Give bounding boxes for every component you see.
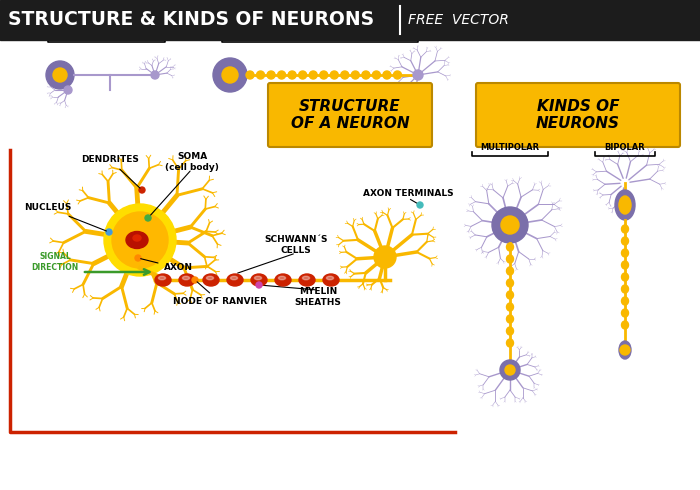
Ellipse shape: [622, 285, 629, 293]
Ellipse shape: [622, 261, 629, 269]
Ellipse shape: [302, 276, 309, 280]
Circle shape: [505, 365, 515, 375]
Circle shape: [362, 71, 370, 79]
Text: DENDRITES: DENDRITES: [81, 155, 140, 188]
Circle shape: [104, 204, 176, 276]
Ellipse shape: [179, 274, 195, 286]
Text: STRUCTURE & KINDS OF NEURONS: STRUCTURE & KINDS OF NEURONS: [8, 10, 374, 29]
Ellipse shape: [507, 255, 514, 263]
Ellipse shape: [299, 274, 315, 286]
Ellipse shape: [227, 274, 243, 286]
FancyBboxPatch shape: [476, 83, 680, 147]
Circle shape: [53, 68, 67, 82]
Circle shape: [267, 71, 275, 79]
Text: NODE OF RANVIER: NODE OF RANVIER: [173, 282, 267, 307]
FancyBboxPatch shape: [268, 83, 432, 147]
Circle shape: [278, 71, 286, 79]
Ellipse shape: [622, 309, 629, 317]
Circle shape: [372, 71, 380, 79]
Ellipse shape: [203, 274, 219, 286]
Circle shape: [351, 71, 359, 79]
Text: STRUCTURE
OF A NEURON: STRUCTURE OF A NEURON: [290, 99, 410, 131]
Text: MYELIN
SHEATHS: MYELIN SHEATHS: [295, 287, 342, 307]
Circle shape: [256, 71, 265, 79]
Bar: [0, 0, 700, 40]
Circle shape: [330, 71, 338, 79]
Ellipse shape: [206, 276, 214, 280]
Ellipse shape: [155, 274, 171, 286]
Circle shape: [112, 212, 168, 268]
Ellipse shape: [507, 243, 514, 251]
Text: AXON TERMINALS: AXON TERMINALS: [363, 189, 454, 197]
Ellipse shape: [133, 235, 141, 241]
Circle shape: [501, 216, 519, 234]
Circle shape: [135, 255, 141, 261]
Ellipse shape: [622, 249, 629, 257]
Ellipse shape: [158, 276, 166, 280]
Ellipse shape: [622, 225, 629, 233]
Circle shape: [413, 70, 423, 80]
Circle shape: [106, 229, 112, 235]
Circle shape: [46, 61, 74, 89]
Ellipse shape: [230, 276, 237, 280]
Ellipse shape: [275, 274, 291, 286]
Ellipse shape: [183, 276, 190, 280]
Circle shape: [246, 71, 254, 79]
Text: FREE  VECTOR: FREE VECTOR: [408, 13, 509, 27]
Ellipse shape: [507, 267, 514, 275]
Circle shape: [192, 277, 198, 283]
Text: SIGNAL
DIRECTION: SIGNAL DIRECTION: [32, 252, 78, 271]
Text: NUCLEUS: NUCLEUS: [25, 203, 106, 231]
Ellipse shape: [507, 327, 514, 335]
Circle shape: [256, 282, 262, 288]
Ellipse shape: [615, 190, 635, 220]
Ellipse shape: [323, 274, 339, 286]
Circle shape: [492, 207, 528, 243]
Text: BIPOLAR: BIPOLAR: [605, 144, 645, 152]
Text: UNIPOLAR: UNIPOLAR: [294, 28, 346, 38]
Circle shape: [213, 58, 247, 92]
Circle shape: [320, 71, 328, 79]
Circle shape: [393, 71, 402, 79]
Ellipse shape: [507, 279, 514, 287]
Ellipse shape: [279, 276, 286, 280]
Circle shape: [151, 71, 159, 79]
Ellipse shape: [507, 291, 514, 299]
Ellipse shape: [507, 303, 514, 311]
Ellipse shape: [507, 339, 514, 347]
Ellipse shape: [619, 196, 631, 214]
Text: AXON: AXON: [141, 259, 193, 272]
Text: MULTIPOLAR: MULTIPOLAR: [480, 144, 540, 152]
Circle shape: [374, 246, 396, 268]
Ellipse shape: [251, 274, 267, 286]
Circle shape: [288, 71, 296, 79]
Circle shape: [64, 86, 72, 94]
Circle shape: [417, 202, 423, 208]
Text: SOMA
(cell body): SOMA (cell body): [165, 152, 219, 171]
Circle shape: [299, 71, 307, 79]
Ellipse shape: [622, 237, 629, 245]
Text: PSEUDOUNIPOLAR: PSEUDOUNIPOLAR: [58, 28, 152, 38]
Ellipse shape: [254, 276, 262, 280]
Text: SCHWANN´S
CELLS: SCHWANN´S CELLS: [265, 235, 328, 255]
Ellipse shape: [126, 231, 148, 248]
Circle shape: [500, 360, 520, 380]
Ellipse shape: [619, 341, 631, 359]
Ellipse shape: [507, 315, 514, 323]
Circle shape: [222, 67, 238, 83]
Circle shape: [383, 71, 391, 79]
Ellipse shape: [326, 276, 334, 280]
Circle shape: [139, 187, 145, 193]
Circle shape: [309, 71, 317, 79]
Circle shape: [620, 345, 630, 355]
Circle shape: [341, 71, 349, 79]
Circle shape: [145, 215, 151, 221]
Text: KINDS OF
NEURONS: KINDS OF NEURONS: [536, 99, 620, 131]
Ellipse shape: [622, 273, 629, 281]
Ellipse shape: [622, 297, 629, 305]
Ellipse shape: [622, 321, 629, 329]
